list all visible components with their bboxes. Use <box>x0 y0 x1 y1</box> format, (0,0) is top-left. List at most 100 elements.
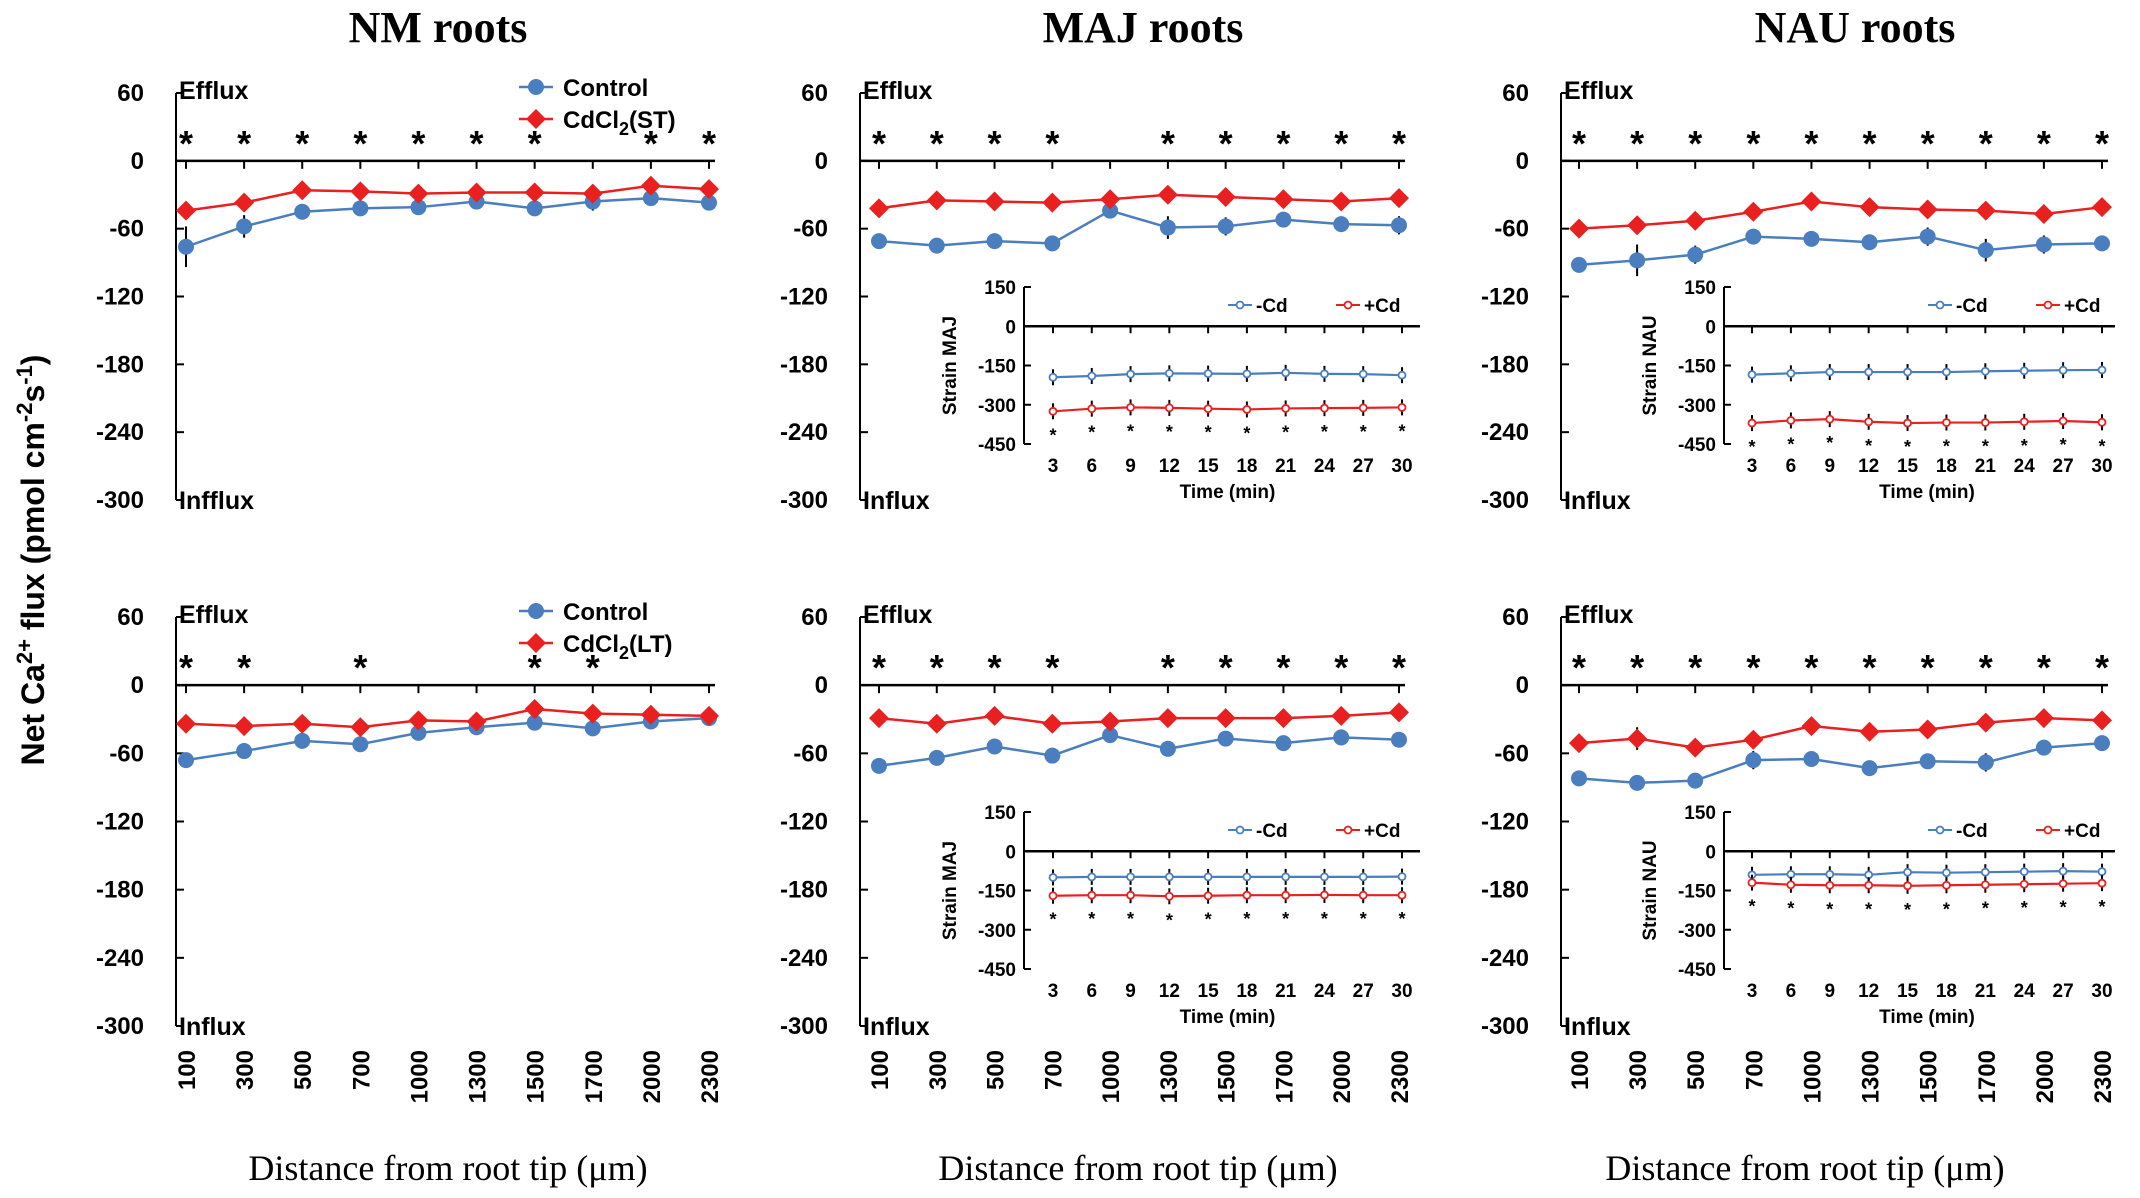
inset-data-point <box>1747 878 1757 888</box>
significance-star: * <box>2037 123 2051 164</box>
series-line-cd <box>1578 200 2103 230</box>
inset-series-line-plus-cd <box>1052 893 1402 898</box>
data-point-control <box>1629 252 1646 269</box>
x-tick-label: 1700 <box>1271 1050 1298 1103</box>
data-point-cd <box>582 703 603 724</box>
data-point-cd <box>1743 729 1764 750</box>
inset-data-point <box>1087 872 1097 882</box>
legend-marker-cd <box>526 633 546 653</box>
inset-x-tick-label: 30 <box>1391 981 1412 1002</box>
inset-data-point <box>2019 867 2029 877</box>
inset-x-tick-label: 27 <box>1353 456 1374 477</box>
x-tick-label: 1500 <box>1214 1050 1241 1103</box>
inset-data-point <box>2058 879 2068 889</box>
inset-significance-star: * <box>1049 910 1056 930</box>
y-tick-label: 60 <box>1502 80 1529 107</box>
inset-data-point <box>1942 418 1951 427</box>
significance-star: * <box>702 123 716 164</box>
y-tick-label: -60 <box>1494 740 1529 767</box>
data-point-control <box>1687 246 1704 263</box>
data-point-cd <box>1859 721 1880 742</box>
inset-significance-star: * <box>1904 900 1911 920</box>
inset-data-point <box>1320 403 1329 413</box>
inset-data-point <box>1864 880 1874 890</box>
inset-y-tick-label: -150 <box>1678 882 1716 903</box>
inset-legend-marker <box>1235 300 1245 310</box>
inset-y-axis-label: Strain MAJ <box>940 316 961 415</box>
significance-star: * <box>1392 647 1406 688</box>
inset-data-point <box>1164 872 1174 882</box>
x-tick-label: 1300 <box>1156 1050 1183 1103</box>
y-tick-label: -120 <box>780 284 828 311</box>
inset-significance-star: * <box>1787 434 1794 454</box>
inset-data-point <box>1320 369 1329 379</box>
x-tick-label: 1300 <box>1858 1050 1885 1103</box>
x-tick-label: 1500 <box>1916 1050 1943 1103</box>
data-point-cd <box>234 192 255 213</box>
inset-data-point <box>1864 367 1874 377</box>
data-point-cd <box>1331 191 1352 212</box>
data-point-cd <box>1801 716 1822 737</box>
significance-star: * <box>1161 123 1175 164</box>
inset-data-point <box>2019 366 2029 376</box>
data-point-control <box>1745 752 1762 769</box>
inset-legend-marker <box>1343 825 1353 835</box>
inset-x-tick-label: 21 <box>1275 456 1297 477</box>
inset-x-tick-label: 30 <box>1391 456 1412 477</box>
data-point-control <box>2094 235 2110 252</box>
inset-data-point <box>2019 417 2029 427</box>
x-tick-label: 1000 <box>406 1050 433 1103</box>
inset-significance-star: * <box>1982 437 1989 457</box>
data-point-cd <box>1042 192 1063 213</box>
inset-y-tick-label: -300 <box>978 921 1016 942</box>
significance-star: * <box>1630 647 1644 688</box>
y-tick-label: 0 <box>815 672 828 699</box>
significance-star: * <box>1276 647 1290 688</box>
influx-label: Influx <box>863 487 930 515</box>
y-tick-label: -120 <box>96 809 144 836</box>
data-point-cd <box>176 200 196 221</box>
y-tick-label: -60 <box>793 216 828 243</box>
inset-data-point <box>1281 872 1291 882</box>
x-tick-label: 500 <box>1683 1050 1710 1090</box>
data-point-control <box>871 233 887 250</box>
y-tick-label: 60 <box>117 80 144 107</box>
x-tick-label: 100 <box>867 1050 894 1090</box>
data-point-cd <box>1273 708 1294 729</box>
inset-series-line-minus-cd <box>1751 368 2103 376</box>
inset-x-tick-label: 6 <box>1786 456 1797 477</box>
significance-star: * <box>1863 647 1877 688</box>
inset-x-tick-label: 24 <box>2014 456 2036 477</box>
y-tick-label: 0 <box>1516 148 1529 175</box>
inset-data-point <box>1825 880 1835 890</box>
data-point-control <box>352 200 369 217</box>
influx-label: Influx <box>1564 487 1631 515</box>
data-point-cd <box>2092 710 2112 731</box>
data-point-control <box>294 732 311 749</box>
data-point-control <box>1159 740 1176 757</box>
inset-significance-star: * <box>1049 425 1056 445</box>
inset-data-point <box>1087 890 1097 900</box>
inset-data-point <box>1320 890 1329 900</box>
y-tick-label: 60 <box>1502 604 1529 631</box>
inset-significance-star: * <box>1904 437 1911 457</box>
inset-significance-star: * <box>2098 897 2105 917</box>
inset-x-tick-label: 18 <box>1936 981 1957 1002</box>
inset-significance-star: * <box>1243 423 1250 443</box>
inset-significance-star: * <box>1282 422 1289 442</box>
inset-significance-star: * <box>1982 899 1989 919</box>
x-tick-label: 300 <box>1625 1050 1652 1090</box>
data-point-cd <box>350 181 371 202</box>
x-tick-label: 2300 <box>697 1050 724 1103</box>
data-point-cd <box>1975 200 1996 221</box>
influx-label: Influx <box>179 1013 246 1041</box>
data-point-cd <box>1685 737 1706 758</box>
legend-marker-control <box>528 603 544 619</box>
series-line-cd <box>878 193 1400 210</box>
efflux-label: Efflux <box>863 77 933 105</box>
inset-series-line-plus-cd <box>1751 881 2103 887</box>
inset-legend-marker <box>1343 300 1353 310</box>
